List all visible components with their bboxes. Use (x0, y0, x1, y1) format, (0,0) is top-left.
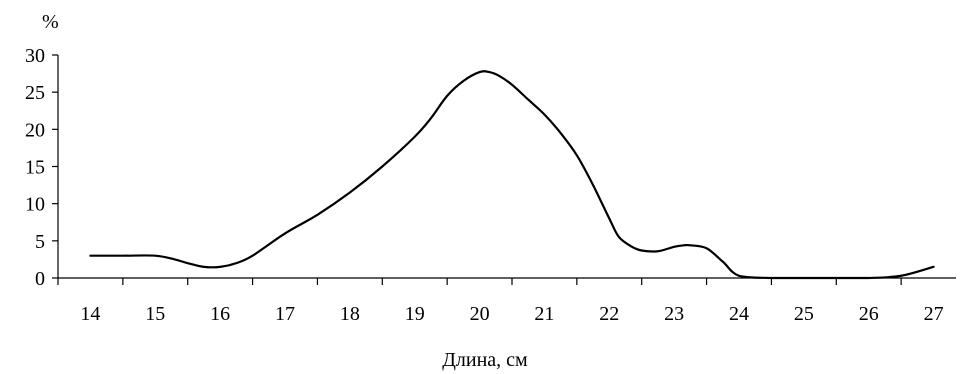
x-tick-label: 18 (340, 303, 360, 325)
x-tick-label: 23 (664, 303, 684, 325)
y-tick-label: 0 (35, 268, 45, 290)
y-tick-label: 30 (25, 45, 45, 67)
x-tick-label: 15 (145, 303, 165, 325)
y-axis-ticks: 0 5 10 15 20 25 30 (25, 45, 58, 290)
x-tick-label: 22 (599, 303, 619, 325)
x-axis-label: Длина, см (442, 349, 528, 371)
x-tick-label: 24 (729, 303, 749, 325)
y-tick-label: 25 (25, 82, 45, 104)
x-tick-label: 19 (405, 303, 425, 325)
x-tick-label: 14 (80, 303, 100, 325)
x-axis-ticks: 14 15 16 17 18 19 20 21 22 23 24 25 26 27 (57, 278, 944, 325)
x-tick-label: 17 (275, 303, 295, 325)
y-tick-label: 10 (25, 194, 45, 216)
x-tick-label: 20 (470, 303, 490, 325)
y-tick-label: 15 (25, 157, 45, 179)
y-axis-label: % (42, 11, 59, 33)
y-tick-label: 20 (25, 119, 45, 141)
x-tick-label: 25 (794, 303, 814, 325)
x-tick-label: 27 (924, 303, 944, 325)
series-line (89, 70, 935, 280)
x-tick-label: 16 (210, 303, 230, 325)
x-tick-label: 21 (534, 303, 554, 325)
y-tick-label: 5 (35, 231, 45, 253)
x-tick-label: 26 (859, 303, 879, 325)
